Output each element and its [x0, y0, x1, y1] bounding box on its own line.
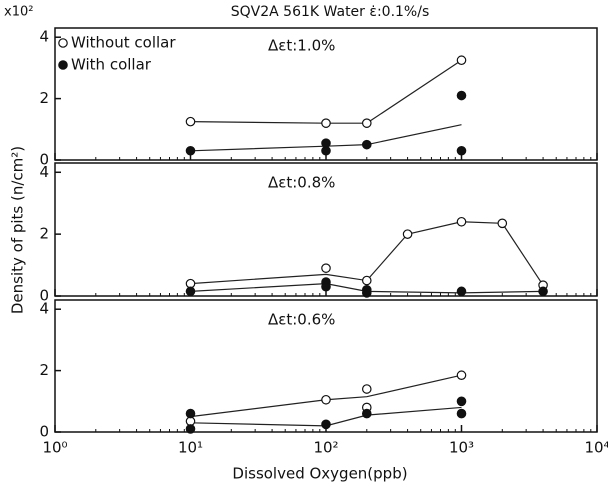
x-tick-label: 10⁰ — [42, 439, 67, 457]
filled-marker — [185, 286, 196, 297]
x-axis-label: Dissolved Oxygen(ppb) — [232, 465, 407, 483]
filled-marker — [456, 90, 467, 101]
trend-line — [190, 124, 462, 152]
open-marker — [185, 116, 196, 127]
y-tick-label: 4 — [39, 163, 49, 181]
trend-line — [190, 374, 462, 418]
y-tick-label: 4 — [39, 300, 49, 318]
chart-title: SQV2A 561K Water ε̇:0.1%/s — [231, 4, 429, 20]
panel-annotation: Δεt:0.8% — [268, 174, 335, 192]
filled-marker — [321, 145, 331, 156]
open-marker — [456, 370, 467, 381]
y-tick-label: 2 — [39, 225, 49, 243]
y-tick-label: 4 — [39, 28, 49, 46]
x-tick-label: 10² — [313, 439, 338, 457]
open-marker — [497, 218, 508, 229]
legend-marker — [58, 38, 68, 48]
filled-marker — [456, 145, 467, 156]
filled-marker — [185, 408, 196, 419]
panel-annotation: Δεt:1.0% — [268, 37, 335, 55]
filled-marker — [361, 408, 372, 419]
y-tick-label: 2 — [39, 89, 49, 107]
open-marker — [456, 216, 467, 227]
filled-marker — [361, 288, 372, 298]
legend-label: With collar — [71, 56, 152, 74]
open-marker — [456, 55, 467, 66]
x-tick-label: 10¹ — [178, 439, 203, 457]
filled-marker — [456, 408, 467, 419]
open-marker — [402, 229, 413, 239]
y-tick-label: 0 — [39, 151, 49, 169]
legend-label: Without collar — [71, 34, 176, 52]
panel-annotation: Δεt:0.6% — [268, 311, 335, 329]
filled-marker — [321, 281, 331, 292]
trend-line — [190, 406, 462, 427]
open-marker — [361, 384, 372, 394]
open-marker — [361, 118, 372, 128]
filled-marker — [185, 145, 196, 156]
filled-marker — [456, 396, 467, 407]
x-tick-label: 10³ — [449, 439, 474, 457]
open-marker — [321, 118, 331, 128]
filled-marker — [456, 286, 467, 297]
y-multiplier: x10² — [4, 5, 33, 20]
y-tick-label: 2 — [39, 361, 49, 379]
x-tick-label: 10⁴ — [584, 439, 608, 457]
trend-line — [190, 221, 544, 286]
open-marker — [361, 275, 372, 286]
open-marker — [321, 394, 331, 405]
trend-line — [190, 59, 462, 124]
legend-marker — [58, 60, 68, 70]
y-axis-label: Density of pits (n/cm²) — [9, 146, 27, 314]
open-marker — [321, 263, 331, 273]
y-tick-label: 0 — [39, 287, 49, 305]
filled-marker — [538, 286, 548, 297]
y-tick-label: 0 — [39, 423, 49, 441]
filled-marker — [321, 419, 331, 430]
filled-marker — [361, 139, 372, 150]
filled-marker — [185, 424, 196, 434]
